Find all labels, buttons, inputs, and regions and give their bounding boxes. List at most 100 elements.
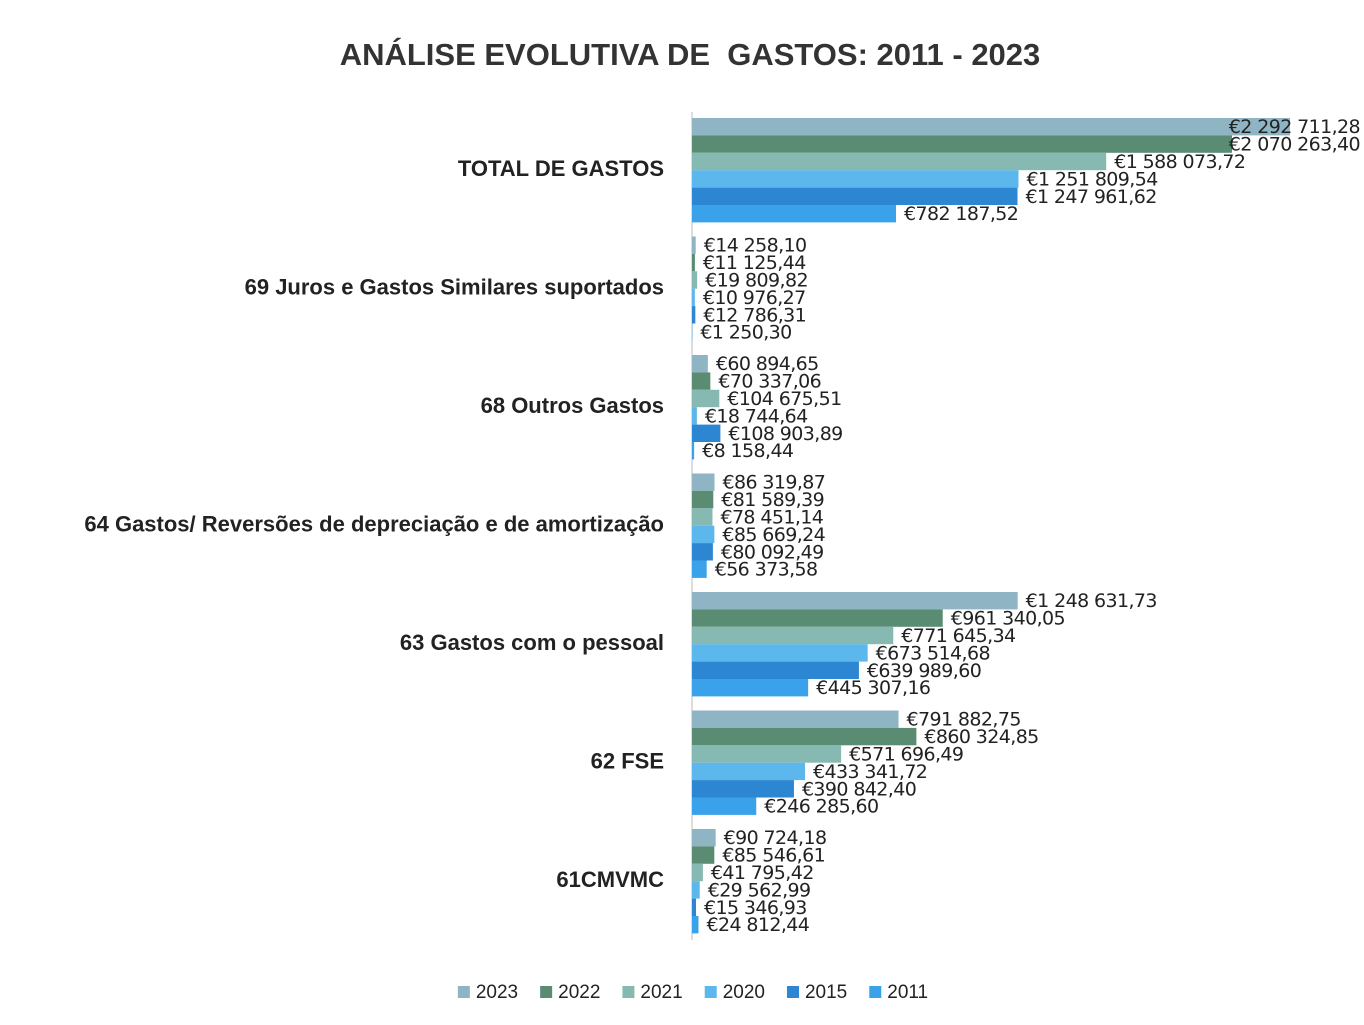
value-label: €8 158,44 <box>702 440 794 462</box>
bar <box>692 525 715 544</box>
value-label: €10 976,27 <box>703 287 806 309</box>
value-label: €639 989,60 <box>867 660 981 682</box>
value-label: €60 894,65 <box>716 353 819 375</box>
value-label: €1 248 631,73 <box>1026 590 1157 612</box>
bar <box>692 626 894 645</box>
value-label: €85 546,61 <box>722 845 825 867</box>
bar <box>692 780 794 798</box>
legend-label: 2020 <box>723 982 765 1003</box>
bar <box>692 355 708 373</box>
category-label: 69 Juros e Gastos Similares suportados <box>245 275 664 300</box>
bar <box>692 797 757 815</box>
bar <box>692 745 842 763</box>
bar <box>692 762 806 781</box>
legend-swatch <box>622 986 635 998</box>
bar <box>692 205 897 223</box>
value-label: €18 744,64 <box>705 405 808 427</box>
value-label: €1 251 809,54 <box>1027 168 1159 190</box>
legend-label: 2011 <box>887 982 928 1003</box>
legend-swatch <box>704 986 717 998</box>
legend-label: 2023 <box>476 982 518 1003</box>
bar <box>692 306 696 324</box>
bar <box>692 253 695 272</box>
value-label: €2 292 711,28 <box>1229 116 1360 138</box>
value-label: €673 514,68 <box>876 642 990 664</box>
bar <box>692 898 697 916</box>
value-label: €14 258,10 <box>704 235 807 257</box>
bar <box>692 644 868 662</box>
bar <box>692 846 715 864</box>
value-label: €78 451,14 <box>720 507 823 529</box>
bar <box>692 424 721 442</box>
legend-swatch <box>869 986 882 998</box>
bar <box>692 543 713 561</box>
bar <box>692 560 707 578</box>
bar <box>692 407 697 425</box>
value-label: €782 187,52 <box>904 203 1018 225</box>
bar <box>692 271 698 289</box>
value-label: €108 903,89 <box>728 423 842 445</box>
value-label: €11 125,44 <box>703 252 806 274</box>
value-label: €104 675,51 <box>727 388 841 410</box>
value-label: €85 669,24 <box>722 524 825 546</box>
bar <box>692 710 899 728</box>
value-label: €571 696,49 <box>849 744 963 766</box>
bar <box>692 508 713 526</box>
legend-swatch <box>786 986 799 998</box>
bar <box>692 135 1232 153</box>
legend-label: 2015 <box>805 982 847 1003</box>
value-label: €791 882,75 <box>907 709 1021 731</box>
category-label: 61CMVMC <box>556 867 664 892</box>
value-label: €86 319,87 <box>723 472 826 494</box>
value-label: €445 307,16 <box>816 677 930 699</box>
bar <box>692 187 1018 205</box>
value-label: €246 285,60 <box>764 796 878 818</box>
value-label: €80 092,49 <box>721 541 824 563</box>
bar <box>692 490 714 509</box>
bar <box>692 152 1107 171</box>
legend-swatch <box>540 986 553 998</box>
value-label: €771 645,34 <box>901 625 1016 647</box>
value-label: €390 842,40 <box>802 778 916 800</box>
chart-title: ANÁLISE EVOLUTIVA DE GASTOS: 2011 - 2023 <box>340 37 1041 72</box>
bar <box>692 661 859 679</box>
bar <box>692 916 699 934</box>
value-label: €860 324,85 <box>924 726 1038 748</box>
value-label: €961 340,05 <box>951 608 1065 630</box>
value-label: €12 786,31 <box>703 304 806 326</box>
bar <box>692 442 695 460</box>
value-label: €1 247 961,62 <box>1026 186 1157 208</box>
bar <box>692 236 696 254</box>
value-label: €2 070 263,40 <box>1229 134 1360 156</box>
category-label: 64 Gastos/ Reversões de depreciação e de… <box>84 512 664 537</box>
bar <box>692 881 700 899</box>
category-label: 63 Gastos com o pessoal <box>400 630 664 655</box>
bar <box>692 609 943 627</box>
legend-swatch <box>457 986 470 998</box>
value-label: €41 795,42 <box>711 862 814 884</box>
bar <box>692 170 1019 188</box>
value-label: €1 250,30 <box>700 322 791 344</box>
bar <box>692 473 715 491</box>
bar <box>692 679 809 697</box>
value-label: €1 588 073,72 <box>1114 151 1245 173</box>
category-label: 62 FSE <box>591 749 664 774</box>
value-label: €24 812,44 <box>706 914 809 936</box>
bar <box>692 389 720 408</box>
value-label: €19 809,82 <box>705 270 808 292</box>
bar <box>692 288 695 307</box>
value-label: €433 341,72 <box>813 761 927 783</box>
bar <box>692 118 1290 136</box>
bar <box>692 863 703 882</box>
value-label: €15 346,93 <box>704 897 807 919</box>
value-label: €90 724,18 <box>724 827 827 849</box>
bar <box>692 372 711 390</box>
bar <box>692 727 917 746</box>
category-label: TOTAL DE GASTOS <box>458 156 664 181</box>
legend-label: 2021 <box>640 982 682 1003</box>
legend-label: 2022 <box>558 982 600 1003</box>
value-label: €56 373,58 <box>715 559 818 581</box>
category-label: 68 Outros Gastos <box>481 393 664 418</box>
value-label: €81 589,39 <box>721 489 824 511</box>
